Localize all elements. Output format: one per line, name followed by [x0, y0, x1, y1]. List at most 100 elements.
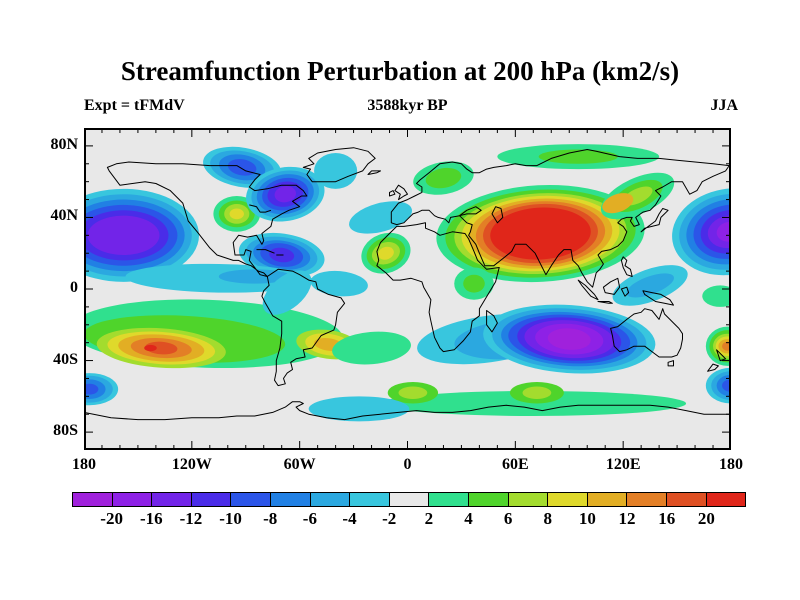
map-frame	[84, 128, 731, 450]
contour-band	[380, 390, 687, 417]
colorbar-tick-label: 8	[543, 509, 553, 528]
coastline	[83, 401, 731, 421]
contour-band	[547, 328, 591, 350]
colorbar-tick-label: -20	[100, 509, 123, 528]
coastline	[459, 206, 482, 217]
contour-band	[308, 396, 410, 422]
colorbar-cell	[547, 492, 588, 507]
coastline	[390, 149, 730, 288]
colorbar-cell	[467, 492, 509, 507]
lat-tick-label: 0	[70, 279, 78, 296]
colorbar-tick-label: 4	[464, 509, 473, 528]
contour-band	[425, 167, 462, 189]
coastline	[394, 184, 408, 201]
contour-band	[144, 344, 157, 352]
colorbar-cell	[72, 492, 113, 507]
colorbar-cell	[269, 492, 311, 507]
coastline	[367, 170, 381, 175]
lon-tick-label: 60E	[501, 456, 529, 473]
colorbar-cell	[349, 492, 390, 507]
contour-band	[626, 273, 674, 298]
contour-map-svg	[48, 128, 787, 450]
time-label: 3588kyr BP	[367, 97, 448, 114]
lat-tick-label: 40S	[53, 350, 78, 368]
contour-band	[274, 186, 297, 203]
colorbar-tick-label: -12	[179, 509, 203, 528]
lon-tick-label: 120E	[605, 456, 641, 473]
lat-tick-label: 40N	[50, 207, 78, 225]
chart-title: Streamfunction Perturbation at 200 hPa (…	[120, 56, 680, 86]
contour-band	[522, 386, 552, 400]
lat-tick-label: 80S	[53, 422, 78, 440]
contour-band	[490, 207, 591, 260]
lon-tick-label: 180	[72, 456, 96, 473]
contour-band	[314, 153, 358, 189]
coastline	[261, 268, 346, 387]
coastline	[620, 286, 630, 297]
coastline	[389, 190, 396, 197]
colorbar-cell	[230, 492, 271, 507]
contour-band	[378, 246, 394, 260]
coastline	[716, 349, 727, 362]
colorbar-cell	[190, 492, 232, 507]
colorbar-cell	[388, 492, 430, 507]
coastline	[302, 147, 376, 183]
colorbar-cell	[626, 492, 667, 507]
coastline	[707, 363, 719, 372]
contour-band	[145, 341, 178, 355]
coastline	[642, 290, 674, 306]
coastline	[106, 161, 308, 277]
season-label: JJA	[710, 97, 738, 114]
colorbar-tick-label: -10	[219, 509, 242, 528]
lat-tick-label: 80N	[50, 135, 78, 153]
contour-band	[538, 149, 618, 164]
lon-tick-label: 60W	[283, 456, 316, 473]
coastline	[249, 204, 272, 213]
coastline	[640, 208, 669, 233]
contour-band	[463, 274, 485, 293]
lon-tick-label: 0	[403, 456, 412, 473]
contour-band	[310, 270, 368, 297]
coastline	[602, 277, 621, 295]
coastline	[610, 308, 683, 358]
colorbar-tick-label: 6	[503, 509, 513, 528]
contour-band	[87, 215, 160, 256]
colorbar-tick-label: -6	[302, 509, 317, 528]
contour-band	[262, 270, 312, 315]
coastline	[486, 310, 498, 333]
colorbar-tick-label: -16	[139, 509, 163, 528]
colorbar	[72, 492, 747, 507]
lon-tick-label: 120W	[171, 456, 212, 473]
colorbar-cell	[665, 492, 707, 507]
coastline	[491, 206, 504, 224]
colorbar-tick-label: 16	[658, 509, 676, 528]
colorbar-tick-label: -8	[263, 509, 278, 528]
colorbar-tick-label: 20	[697, 509, 715, 528]
colorbar-cell	[586, 492, 628, 507]
contour-band	[398, 386, 428, 400]
colorbar-cell	[309, 492, 351, 507]
coastline	[256, 249, 275, 254]
colorbar-cell	[507, 492, 549, 507]
contour-band	[349, 201, 413, 234]
colorbar-tick-label: -2	[382, 509, 397, 528]
colorbar-tick-label: 12	[618, 509, 636, 528]
coastline	[376, 222, 500, 353]
coastline	[667, 360, 674, 367]
colorbar-cell	[428, 492, 469, 507]
colorbar-cell	[111, 492, 153, 507]
contour-band	[332, 331, 411, 365]
map-area	[48, 128, 787, 450]
lon-tick-label: 180	[719, 456, 743, 473]
experiment-label: Expt = tFMdV	[84, 97, 185, 114]
colorbar-tick-label: 2	[424, 509, 434, 528]
contour-band	[229, 208, 244, 220]
colorbar-tick-label: 10	[578, 509, 596, 528]
colorbar-cell	[705, 492, 747, 507]
contour-band	[602, 193, 634, 214]
coastline	[597, 301, 613, 304]
coastline	[620, 256, 633, 277]
colorbar-tick-label: -4	[342, 509, 357, 528]
coastline	[577, 279, 599, 301]
